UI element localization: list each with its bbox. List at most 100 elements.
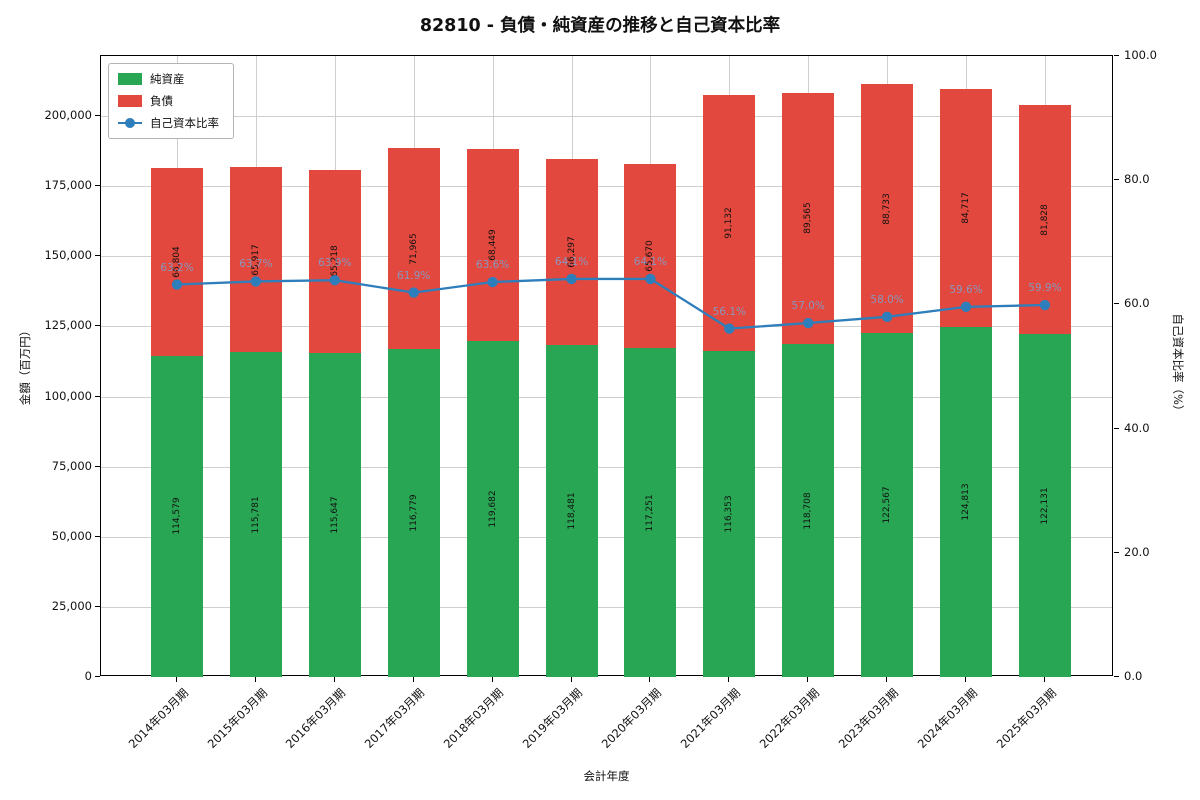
x-axis-tick [886,677,888,682]
y-tick-label-right: 40.0 [1124,420,1150,435]
bar-segment-net-assets [861,333,914,677]
x-tick-label: 2015年03月期 [204,685,270,752]
y-axis-tick-right [1114,55,1119,56]
x-tick-label: 2025年03月期 [993,685,1059,752]
y-axis-label-left: 金額（百万円） [18,324,32,406]
legend-item-equity-ratio: 自己資本比率 [118,115,219,131]
equity-ratio-marker [329,274,340,286]
equity-ratio-label: 64.1% [633,255,668,268]
x-tick-label: 2016年03月期 [283,685,349,752]
y-axis-tick-right [1114,179,1119,181]
x-axis-tick [1043,677,1045,682]
bar-segment-liabilities [782,92,835,345]
equity-ratio-label: 63.7% [239,258,273,271]
legend: 純資産 負債 自己資本比率 [108,63,234,139]
bar-segment-liabilities [466,149,519,342]
x-axis-tick [491,677,493,682]
y-axis-tick-left [95,605,100,607]
equity-ratio-label: 59.6% [949,283,983,296]
x-tick-label: 2024年03月期 [914,685,980,752]
equity-ratio-label: 59.9% [1028,282,1062,295]
x-axis-tick [807,677,809,682]
y-axis-label-right: 自己資本比率（%） [1171,313,1185,417]
y-axis-tick-left [95,255,100,257]
x-axis-tick [254,677,256,682]
bar-segment-net-assets [308,352,361,677]
y-tick-label-left: 200,000 [44,108,92,123]
equity-ratio-marker [408,287,419,298]
grid-line-horizontal [101,186,1112,188]
legend-item-net-assets: 純資産 [118,71,219,87]
y-axis-tick-left [95,395,100,397]
legend-item-liabilities: 負債 [118,93,219,109]
x-tick-label: 2018年03月期 [440,685,507,752]
liabilities-swatch [118,95,142,107]
x-axis-tick [728,677,730,682]
equity-ratio-marker [803,317,814,329]
grid-line-horizontal [101,326,1112,328]
grid-line-horizontal [101,116,1112,118]
bar-segment-net-assets [229,352,282,677]
plot-area: 114,579 66,804 115,781 65,917 115,647 65,218 1… [100,55,1113,677]
y-axis-tick-left [95,535,100,537]
equity-ratio-marker [487,276,498,288]
y-tick-label-left: 150,000 [44,248,92,263]
bar-segment-liabilities [387,147,440,350]
equity-ratio-line-swatch [118,117,142,129]
bar-segment-net-assets [466,341,519,677]
equity-ratio-label: 61.9% [397,269,431,282]
bar-segment-liabilities [545,158,598,345]
x-axis-tick [412,677,414,682]
y-axis-tick-right [1114,303,1119,305]
equity-ratio-marker [1039,299,1051,311]
grid-line-horizontal [101,606,1112,608]
bar-segment-liabilities [151,168,203,356]
equity-ratio-marker-sample [125,118,135,128]
legend-label-equity-ratio: 自己資本比率 [150,116,219,130]
legend-label-liabilities: 負債 [150,94,173,108]
y-tick-label-left: 100,000 [44,388,92,403]
equity-ratio-line [171,273,1051,334]
equity-ratio-marker [724,323,735,334]
y-tick-label-right: 80.0 [1124,172,1150,187]
x-axis-tick [176,677,177,682]
equity-ratio-label: 64.1% [554,255,589,268]
equity-ratio-marker [250,276,262,287]
equity-ratio-marker [566,273,577,285]
x-axis-tick [333,677,335,682]
bar-segment-net-assets [703,350,756,677]
y-tick-label-left: 75,000 [51,458,92,473]
y-axis-tick-left [95,185,100,187]
equity-ratio-label: 63.9% [318,257,352,270]
grid-line-horizontal [101,536,1112,538]
y-tick-label-right: 0.0 [1124,669,1143,683]
equity-ratio-label: 58.0% [870,293,904,306]
bar-segment-net-assets [545,344,598,677]
equity-ratio-label: 56.1% [712,305,746,318]
y-tick-label-right: 60.0 [1124,296,1150,311]
y-axis-tick-left [95,676,100,677]
bar-segment-liabilities [624,163,677,349]
bar-segment-liabilities [940,89,992,327]
bar-segment-net-assets [782,344,835,677]
y-axis-tick-right [1114,427,1119,429]
bar-segment-liabilities [861,84,914,334]
bar-segment-net-assets [151,355,203,677]
x-tick-label: 2020年03月期 [598,685,665,752]
equity-ratio-label: 63.6% [475,259,510,272]
chart-title: 82810 - 負債・純資産の推移と自己資本比率 [419,16,781,36]
x-tick-label: 2019年03月期 [519,685,586,752]
x-tick-label: 2022年03月期 [756,685,822,752]
bar-segment-liabilities [229,167,282,353]
y-tick-label-left: 175,000 [44,178,92,193]
bar-segment-net-assets [387,349,440,677]
x-axis-tick [570,677,572,682]
y-axis-tick-left [95,465,100,467]
x-tick-label: 2017年03月期 [361,685,428,752]
x-axis-tick [649,677,651,682]
equity-ratio-marker [960,301,972,313]
y-tick-label-left: 25,000 [51,598,92,613]
equity-ratio-label: 63.2% [160,261,194,274]
y-tick-label-right: 100.0 [1124,48,1157,62]
